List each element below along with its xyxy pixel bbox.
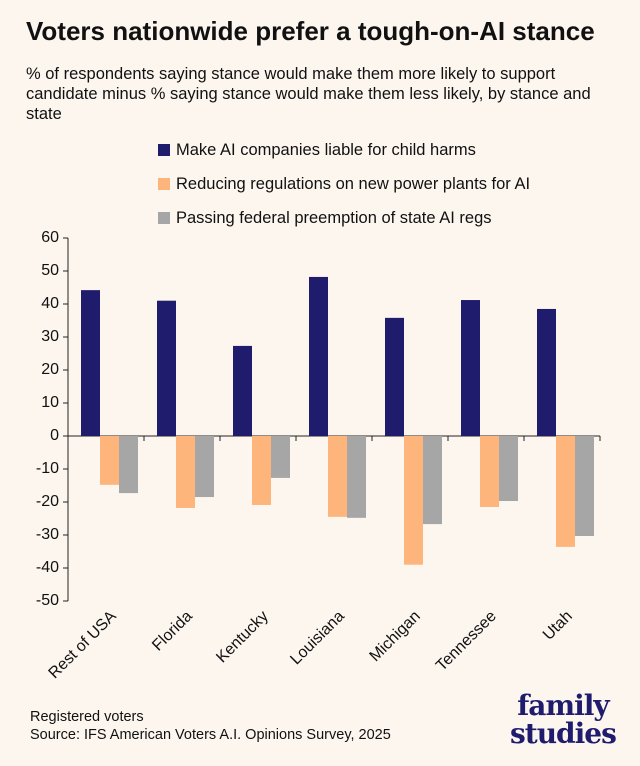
bar xyxy=(271,436,290,478)
bar xyxy=(347,436,366,518)
bar xyxy=(100,436,119,485)
legend-swatch xyxy=(158,144,170,156)
legend-swatch xyxy=(158,212,170,224)
y-tick-label: 50 xyxy=(41,262,59,279)
y-tick-label: 40 xyxy=(41,295,59,312)
x-tick-label: Utah xyxy=(540,608,576,644)
chart-subtitle: % of respondents saying stance would mak… xyxy=(26,65,591,123)
bar xyxy=(309,276,328,436)
y-tick-label: 20 xyxy=(41,361,59,378)
note: Registered voters xyxy=(30,709,144,725)
chart-title: Voters nationwide prefer a tough-on-AI s… xyxy=(26,16,595,46)
legend: Make AI companies liable for child harms… xyxy=(158,133,530,235)
legend-label: Reducing regulations on new power plants… xyxy=(176,174,531,193)
y-tick-label: 0 xyxy=(50,427,59,444)
y-tick-label: 60 xyxy=(41,229,59,246)
logo-text: family xyxy=(517,689,609,722)
bar xyxy=(176,436,195,508)
y-tick-label: -30 xyxy=(36,526,59,543)
y-tick-label: -40 xyxy=(36,559,59,576)
legend-item: Reducing regulations on new power plants… xyxy=(158,167,530,201)
bar xyxy=(233,345,252,436)
bar xyxy=(499,436,518,502)
x-tick-label: Louisiana xyxy=(287,608,348,669)
x-tick-label: Tennessee xyxy=(433,608,500,675)
bar xyxy=(328,436,347,517)
bar xyxy=(81,290,100,436)
logo: family studies xyxy=(510,689,617,750)
note: Source: IFS American Voters A.I. Opinion… xyxy=(30,727,391,743)
logo-text: studies xyxy=(510,717,617,750)
bar xyxy=(480,436,499,507)
bar xyxy=(423,436,442,525)
bar xyxy=(157,300,176,436)
y-tick-label: -20 xyxy=(36,493,59,510)
legend-item: Make AI companies liable for child harms xyxy=(158,133,530,167)
bar xyxy=(461,300,480,436)
legend-label: Passing federal preemption of state AI r… xyxy=(176,208,492,227)
y-tick-label: -10 xyxy=(36,460,59,477)
bar xyxy=(575,436,594,536)
legend-label: Make AI companies liable for child harms xyxy=(176,140,476,159)
bar xyxy=(537,308,556,436)
y-tick-label: -50 xyxy=(36,592,59,609)
bar xyxy=(252,436,271,505)
bar xyxy=(119,436,138,494)
bar xyxy=(385,317,404,436)
legend-item: Passing federal preemption of state AI r… xyxy=(158,201,530,235)
bar xyxy=(556,436,575,547)
y-tick-label: 30 xyxy=(41,328,59,345)
bar xyxy=(404,436,423,565)
x-tick-label: Rest of USA xyxy=(46,608,121,683)
x-tick-label: Florida xyxy=(149,608,196,655)
bar xyxy=(195,436,214,498)
notes: Registered voters Source: IFS American V… xyxy=(30,708,391,744)
legend-swatch xyxy=(158,178,170,190)
x-tick-label: Michigan xyxy=(367,608,424,665)
x-tick-label: Kentucky xyxy=(213,608,272,667)
y-tick-label: 10 xyxy=(41,394,59,411)
